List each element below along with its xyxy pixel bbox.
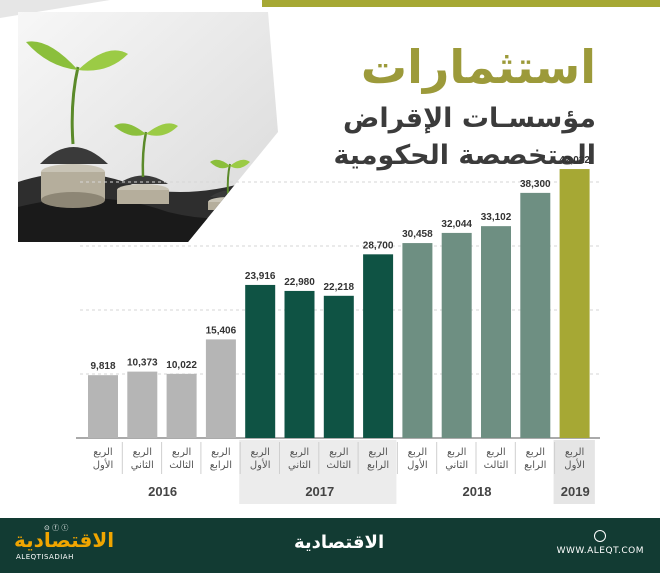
year-group-bg-2019	[553, 440, 595, 504]
footer-brand-latin: ALEQTISADIAH	[16, 553, 74, 561]
bar	[441, 232, 472, 438]
top-accent-bar	[262, 0, 660, 7]
category-label: الربع	[211, 447, 230, 458]
category-label: الثاني	[131, 460, 154, 471]
category-label: الأول	[407, 458, 428, 471]
page-title: استثمارات	[360, 40, 596, 94]
category-label: الربع	[408, 447, 427, 458]
category-label: الربع	[133, 447, 152, 458]
data-label: 42,022	[559, 155, 590, 166]
globe-icon	[594, 530, 606, 542]
category-label: الأول	[564, 458, 585, 471]
bar	[245, 284, 276, 438]
data-label: 30,458	[402, 229, 433, 240]
footer-bar	[0, 518, 660, 573]
category-label: الرابع	[210, 460, 232, 471]
data-label: 23,916	[245, 271, 276, 282]
bar	[481, 226, 511, 438]
category-label: الثالث	[484, 460, 509, 471]
category-label: الربع	[368, 447, 387, 458]
bar	[166, 373, 197, 438]
bar	[205, 339, 236, 438]
year-label: 2018	[463, 484, 492, 499]
plant-coins-photo	[18, 12, 278, 242]
data-label: 22,980	[284, 277, 315, 288]
bar	[284, 290, 315, 438]
category-label: الربع	[447, 447, 466, 458]
category-label: الأول	[93, 458, 114, 471]
category-label: الربع	[565, 447, 584, 458]
category-label: الثاني	[445, 460, 468, 471]
bar	[402, 243, 433, 438]
bar	[88, 375, 118, 438]
data-label: 22,218	[324, 282, 355, 293]
bar	[559, 169, 590, 438]
data-label: 15,406	[206, 325, 237, 336]
year-label: 2019	[561, 484, 590, 499]
data-label: 28,700	[363, 240, 394, 251]
category-label: الرابع	[367, 460, 389, 471]
data-label: 32,044	[441, 219, 472, 230]
data-label: 10,373	[127, 358, 158, 369]
category-label: الربع	[486, 447, 505, 458]
bar	[363, 254, 394, 438]
footer-url: WWW.ALEQT.COM	[556, 546, 644, 556]
data-label: 10,022	[166, 360, 197, 371]
category-label: الأول	[250, 458, 271, 471]
social-icons: ⊙ ⓕ ⓣ	[44, 524, 69, 532]
bar	[520, 192, 551, 438]
category-label: الربع	[290, 447, 309, 458]
category-label: الثاني	[288, 460, 311, 471]
footer-brand-center: الاقتصادية	[294, 532, 385, 553]
category-label: الربع	[250, 447, 269, 458]
bar	[323, 295, 354, 438]
footer-brand-logo: الاقتصادية	[14, 528, 115, 552]
category-label: الثالث	[169, 460, 194, 471]
category-label: الربع	[329, 447, 348, 458]
category-label: الربع	[172, 447, 191, 458]
data-label: 9,818	[90, 361, 115, 372]
year-label: 2016	[148, 484, 177, 499]
category-label: الربع	[93, 447, 112, 458]
category-label: الرابع	[524, 460, 546, 471]
bar	[127, 371, 158, 438]
page-subtitle-line2: المتخصصة الحكومية	[333, 140, 596, 171]
category-label: الثالث	[326, 460, 351, 471]
category-label: الربع	[526, 447, 545, 458]
data-label: 38,300	[520, 179, 551, 190]
data-label: 33,102	[481, 212, 512, 223]
page-subtitle-line1: مؤسسـات الإقراض	[343, 103, 596, 134]
year-label: 2017	[305, 484, 334, 499]
